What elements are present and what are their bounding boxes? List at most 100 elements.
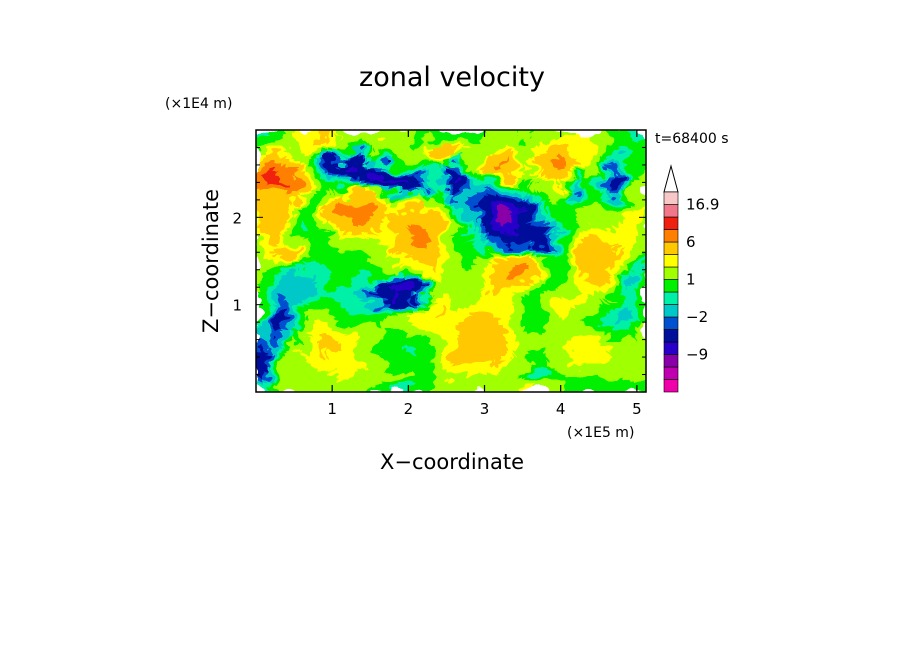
contour-cell xyxy=(424,178,429,183)
contour-cell xyxy=(480,314,485,319)
contour-cell xyxy=(496,230,501,235)
contour-cell xyxy=(604,194,609,199)
contour-cell xyxy=(588,274,593,279)
contour-cell xyxy=(328,282,333,287)
contour-cell xyxy=(572,262,577,267)
contour-cell xyxy=(284,306,289,311)
contour-cell xyxy=(576,318,581,323)
contour-cell xyxy=(472,274,477,279)
contour-cell xyxy=(348,234,353,239)
contour-cell xyxy=(616,214,621,219)
contour-cell xyxy=(600,274,605,279)
contour-cell xyxy=(500,206,505,211)
contour-cell xyxy=(332,266,337,271)
contour-cell xyxy=(528,206,533,211)
contour-cell xyxy=(592,206,597,211)
contour-cell xyxy=(636,130,641,135)
contour-cell xyxy=(516,146,521,151)
contour-cell xyxy=(380,230,385,235)
contour-cell xyxy=(584,154,589,159)
contour-cell xyxy=(580,134,585,139)
contour-cell xyxy=(520,330,525,335)
contour-cell xyxy=(416,174,421,179)
contour-cell xyxy=(344,238,349,243)
contour-cell xyxy=(400,138,405,143)
contour-cell xyxy=(528,318,533,323)
contour-cell xyxy=(436,218,441,223)
contour-cell xyxy=(400,230,405,235)
contour-cell xyxy=(444,206,449,211)
contour-cell xyxy=(392,314,397,319)
contour-cell xyxy=(584,270,589,275)
contour-cell xyxy=(640,194,645,199)
contour-cell xyxy=(336,222,341,227)
contour-cell xyxy=(532,218,537,223)
contour-cell xyxy=(288,250,293,255)
contour-cell xyxy=(368,166,373,171)
contour-cell xyxy=(548,206,553,211)
contour-cell xyxy=(644,230,646,235)
contour-cell xyxy=(568,250,573,255)
contour-cell xyxy=(440,202,445,207)
contour-cell xyxy=(356,318,361,323)
contour-cell xyxy=(496,314,501,319)
contour-cell xyxy=(328,294,333,299)
contour-cell xyxy=(388,246,393,251)
contour-cell xyxy=(444,194,449,199)
contour-cell xyxy=(624,330,629,335)
contour-cell xyxy=(556,306,561,311)
contour-cell xyxy=(432,278,437,283)
contour-cell xyxy=(452,174,457,179)
contour-cell xyxy=(560,222,565,227)
contour-cell xyxy=(536,146,541,151)
contour-cell xyxy=(484,286,489,291)
contour-cell xyxy=(296,150,301,155)
contour-cell xyxy=(280,290,285,295)
contour-cell xyxy=(560,218,565,223)
contour-cell xyxy=(492,226,497,231)
contour-cell xyxy=(280,142,285,147)
contour-cell xyxy=(308,142,313,147)
contour-cell xyxy=(548,258,553,263)
contour-cell xyxy=(524,310,529,315)
contour-cell xyxy=(628,178,633,183)
contour-cell xyxy=(460,222,465,227)
contour-cell xyxy=(284,222,289,227)
contour-cell xyxy=(592,314,597,319)
contour-cell xyxy=(384,258,389,263)
contour-cell xyxy=(360,198,365,203)
contour-cell xyxy=(352,170,357,175)
contour-cell xyxy=(420,286,425,291)
contour-cell xyxy=(384,278,389,283)
contour-cell xyxy=(468,238,473,243)
contour-cell xyxy=(496,158,501,163)
contour-cell xyxy=(392,310,397,315)
contour-cell xyxy=(628,150,633,155)
contour-cell xyxy=(592,146,597,151)
contour-cell xyxy=(432,262,437,267)
contour-cell xyxy=(596,310,601,315)
contour-cell xyxy=(356,294,361,299)
contour-cell xyxy=(272,198,277,203)
contour-cell xyxy=(472,130,477,135)
contour-cell xyxy=(388,262,393,267)
contour-cell xyxy=(616,142,621,147)
contour-cell xyxy=(416,298,421,303)
contour-cell xyxy=(608,242,613,247)
contour-cell xyxy=(296,146,301,151)
contour-cell xyxy=(580,322,585,327)
contour-cell xyxy=(620,254,625,259)
contour-cell xyxy=(456,206,461,211)
contour-cell xyxy=(616,238,621,243)
contour-cell xyxy=(428,262,433,267)
contour-cell xyxy=(320,166,325,171)
contour-cell xyxy=(432,314,437,319)
contour-cell xyxy=(608,190,613,195)
contour-cell xyxy=(340,314,345,319)
contour-cell xyxy=(412,322,417,327)
contour-cell xyxy=(512,222,517,227)
contour-cell xyxy=(480,326,485,331)
contour-cell xyxy=(296,158,301,163)
contour-cell xyxy=(320,274,325,279)
contour-cell xyxy=(468,134,473,139)
